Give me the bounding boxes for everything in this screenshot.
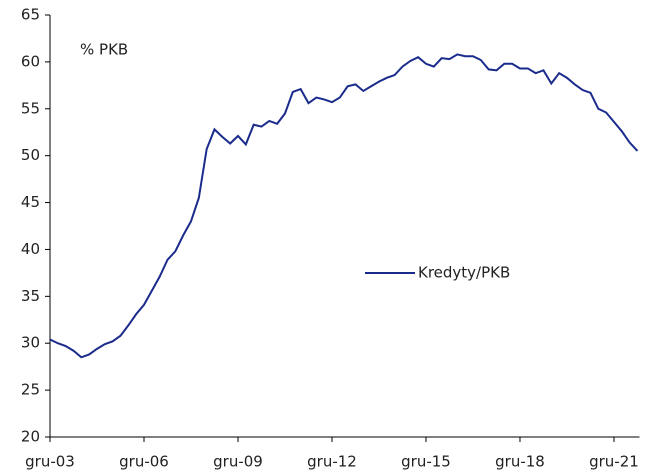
x-tick-label: gru-03: [25, 453, 75, 471]
y-tick-label: 45: [21, 193, 40, 211]
y-tick-label: 30: [21, 334, 40, 352]
x-tick-label: gru-15: [401, 453, 451, 471]
x-tick-label: gru-21: [589, 453, 639, 471]
y-tick-label: 35: [21, 287, 40, 305]
x-tick-label: gru-12: [307, 453, 357, 471]
legend-label: Kredyty/PKB: [418, 264, 510, 282]
y-tick-label: 20: [21, 428, 40, 446]
x-tick-label: gru-18: [495, 453, 545, 471]
y-tick-label: 55: [21, 99, 40, 117]
annotation: % PKB: [80, 41, 128, 59]
y-tick-label: 25: [21, 381, 40, 399]
y-tick-label: 40: [21, 240, 40, 258]
line: [49, 53, 639, 359]
x-tick-label: gru-09: [213, 453, 263, 471]
y-tick-label: 60: [21, 52, 40, 70]
x-tick-label: gru-06: [119, 453, 169, 471]
y-tick-label: 50: [21, 146, 40, 164]
y-tick-label: 65: [21, 6, 40, 24]
